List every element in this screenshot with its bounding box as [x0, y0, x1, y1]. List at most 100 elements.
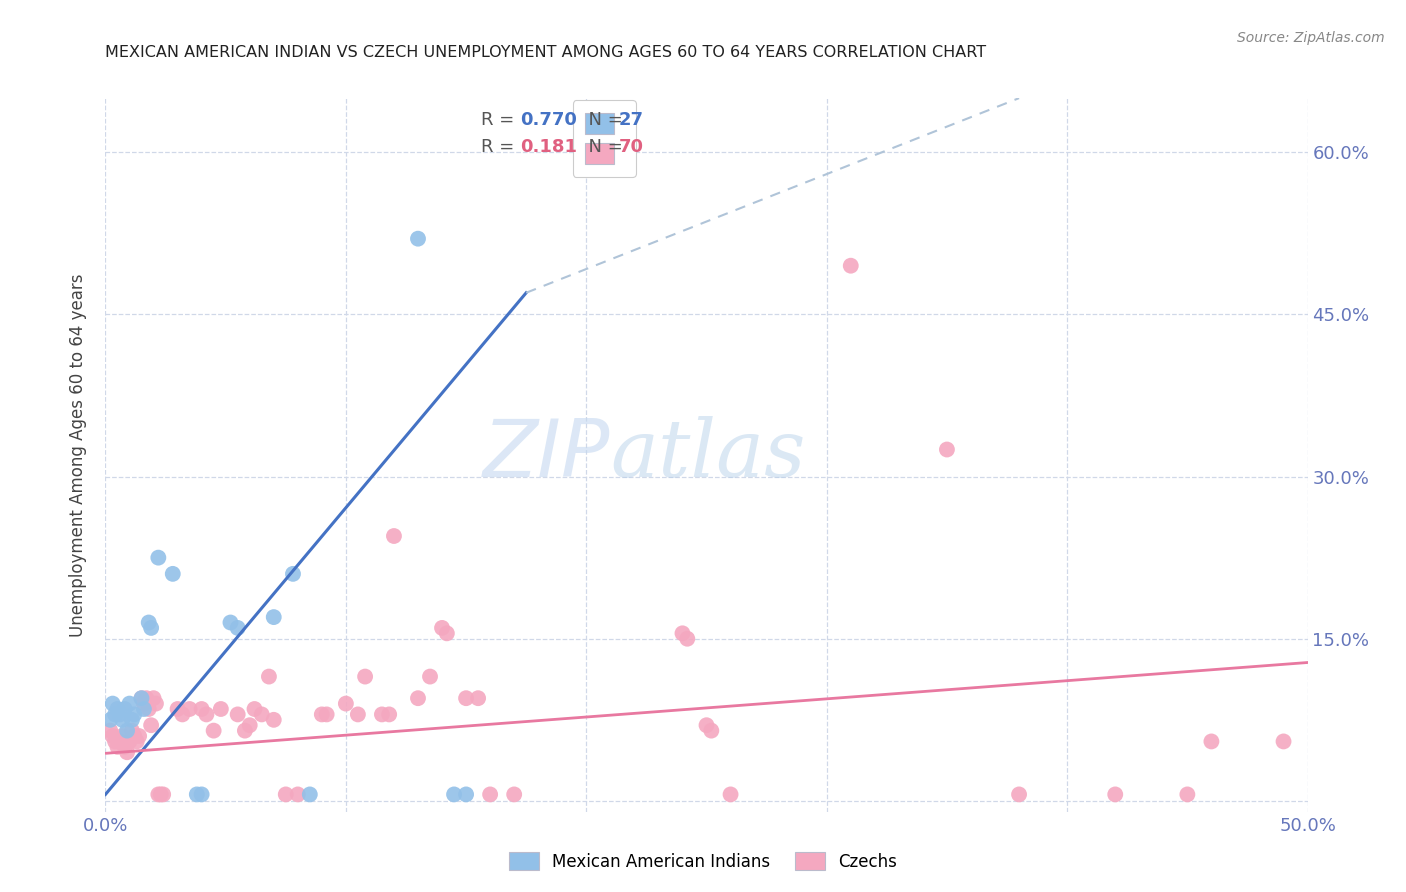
Point: [118, 734, 141, 748]
Point: [98, 713, 121, 727]
Point: [430, 621, 453, 635]
Point: [700, 723, 723, 738]
Legend: , : ,: [572, 100, 636, 177]
Point: [274, 788, 297, 802]
Text: 0.181: 0.181: [520, 138, 578, 156]
Point: [257, 669, 280, 683]
Point: [107, 702, 129, 716]
Point: [149, 788, 172, 802]
Point: [135, 691, 157, 706]
Point: [152, 788, 174, 802]
Point: [118, 697, 141, 711]
Point: [124, 729, 146, 743]
Point: [131, 691, 153, 706]
Point: [443, 788, 465, 802]
Point: [172, 707, 194, 722]
Point: [243, 702, 266, 716]
Point: [139, 718, 162, 732]
Point: [382, 529, 405, 543]
Point: [671, 626, 693, 640]
Point: [166, 702, 188, 716]
Point: [108, 707, 131, 722]
Point: [115, 723, 138, 738]
Point: [131, 691, 153, 706]
Point: [467, 691, 489, 706]
Point: [406, 691, 429, 706]
Point: [281, 566, 304, 581]
Point: [233, 723, 256, 738]
Text: 0.770: 0.770: [520, 111, 576, 129]
Point: [311, 707, 333, 722]
Point: [263, 713, 285, 727]
Point: [696, 718, 718, 732]
Point: [209, 702, 232, 716]
Point: [239, 718, 262, 732]
Point: [479, 788, 502, 802]
Point: [1104, 788, 1126, 802]
Point: [202, 723, 225, 738]
Point: [148, 788, 170, 802]
Point: [720, 788, 742, 802]
Point: [454, 788, 477, 802]
Text: R =: R =: [481, 111, 519, 129]
Point: [111, 713, 134, 727]
Point: [936, 442, 959, 457]
Text: ZIP: ZIP: [484, 416, 610, 494]
Text: N =: N =: [576, 111, 628, 129]
Point: [406, 232, 429, 246]
Point: [98, 723, 121, 738]
Point: [378, 707, 401, 722]
Point: [104, 707, 127, 722]
Point: [108, 734, 131, 748]
Point: [145, 697, 167, 711]
Point: [335, 697, 357, 711]
Point: [138, 702, 160, 716]
Point: [371, 707, 394, 722]
Point: [121, 713, 143, 727]
Point: [186, 788, 208, 802]
Point: [315, 707, 337, 722]
Point: [219, 615, 242, 630]
Point: [121, 723, 143, 738]
Point: [347, 707, 370, 722]
Point: [195, 707, 218, 722]
Point: [111, 729, 134, 743]
Point: [104, 734, 127, 748]
Point: [115, 745, 138, 759]
Point: [1272, 734, 1295, 748]
Point: [128, 729, 150, 743]
Point: [132, 697, 155, 711]
Point: [179, 702, 201, 716]
Point: [250, 707, 273, 722]
Point: [190, 788, 212, 802]
Point: [139, 621, 162, 635]
Point: [114, 739, 136, 754]
Point: [226, 621, 249, 635]
Point: [436, 626, 458, 640]
Point: [114, 702, 136, 716]
Point: [125, 734, 148, 748]
Point: [226, 707, 249, 722]
Point: [839, 259, 862, 273]
Point: [132, 702, 155, 716]
Point: [138, 615, 160, 630]
Point: [1175, 788, 1198, 802]
Legend: Mexican American Indians, Czechs: Mexican American Indians, Czechs: [501, 844, 905, 880]
Point: [162, 566, 184, 581]
Text: MEXICAN AMERICAN INDIAN VS CZECH UNEMPLOYMENT AMONG AGES 60 TO 64 YEARS CORRELAT: MEXICAN AMERICAN INDIAN VS CZECH UNEMPLO…: [105, 45, 987, 60]
Point: [1008, 788, 1031, 802]
Point: [354, 669, 377, 683]
Point: [263, 610, 285, 624]
Y-axis label: Unemployment Among Ages 60 to 64 years: Unemployment Among Ages 60 to 64 years: [69, 273, 87, 637]
Point: [503, 788, 526, 802]
Point: [142, 691, 165, 706]
Text: R =: R =: [481, 138, 526, 156]
Point: [287, 788, 309, 802]
Point: [419, 669, 441, 683]
Point: [107, 739, 129, 754]
Point: [148, 550, 170, 565]
Point: [1201, 734, 1223, 748]
Point: [124, 707, 146, 722]
Point: [190, 702, 212, 716]
Text: atlas: atlas: [610, 417, 806, 493]
